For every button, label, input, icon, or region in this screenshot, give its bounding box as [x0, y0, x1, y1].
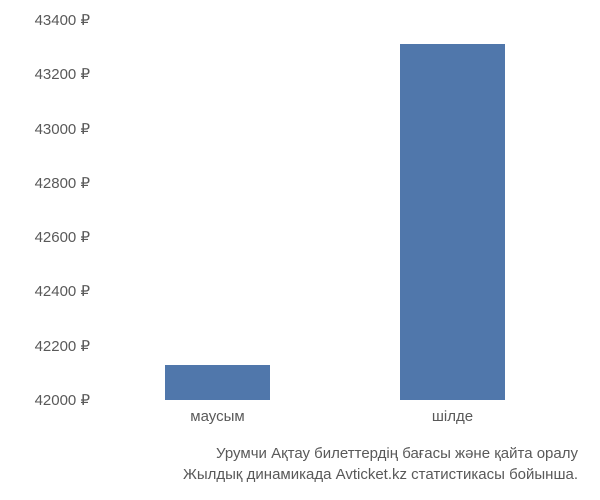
y-tick-label: 42000 ₽: [35, 391, 90, 409]
plot-area: [100, 20, 570, 400]
caption-line-1: Урумчи Ақтау билеттердің бағасы және қай…: [0, 443, 578, 464]
caption-line-2: Жылдық динамикада Avticket.kz статистика…: [0, 464, 578, 485]
y-tick-label: 43400 ₽: [35, 11, 90, 29]
y-tick-label: 42200 ₽: [35, 337, 90, 355]
y-tick-label: 42400 ₽: [35, 282, 90, 300]
y-tick-label: 42800 ₽: [35, 174, 90, 192]
x-tick-label: шілде: [432, 408, 473, 425]
x-tick-label: маусым: [190, 408, 244, 425]
y-tick-label: 43000 ₽: [35, 120, 90, 138]
price-chart: 42000 ₽ 42200 ₽ 42400 ₽ 42600 ₽ 42800 ₽ 43000…: [0, 0, 600, 500]
y-axis: 42000 ₽42200 ₽42400 ₽42600 ₽42800 ₽43000…: [0, 20, 95, 400]
x-axis-labels: маусым шілде: [100, 408, 570, 433]
bar: [400, 44, 506, 400]
y-tick-label: 43200 ₽: [35, 65, 90, 83]
bar: [165, 365, 271, 400]
y-tick-label: 42600 ₽: [35, 228, 90, 246]
chart-caption: Урумчи Ақтау билеттердің бағасы және қай…: [0, 443, 590, 485]
